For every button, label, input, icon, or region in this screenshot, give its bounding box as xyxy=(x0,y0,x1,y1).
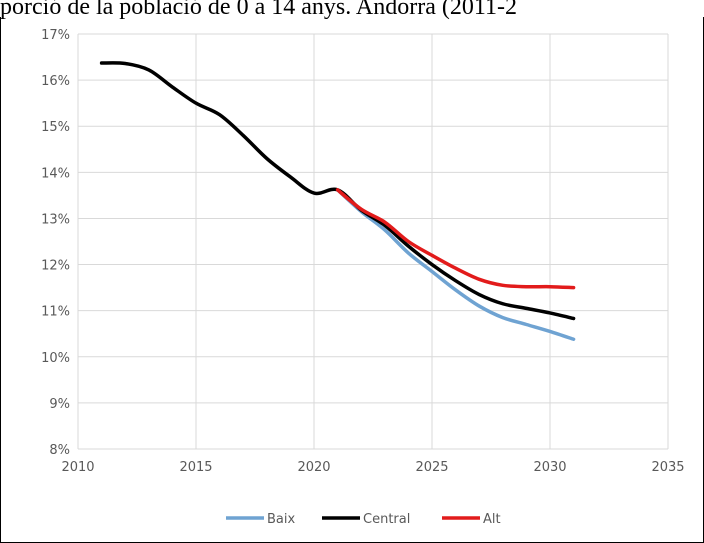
x-tick-label: 2030 xyxy=(533,460,566,475)
legend-label: Central xyxy=(363,512,410,527)
x-tick-label: 2035 xyxy=(651,460,684,475)
legend-label: Alt xyxy=(483,512,501,527)
y-tick-label: 13% xyxy=(41,212,70,227)
x-tick-label: 2010 xyxy=(61,460,94,475)
y-tick-label: 10% xyxy=(41,351,70,366)
series-line-alt xyxy=(335,188,576,290)
legend: Baix Central Alt xyxy=(226,512,501,527)
x-tick-label: 2015 xyxy=(179,460,212,475)
gridlines xyxy=(77,33,669,450)
chart-title: porció de la població de 0 a 14 anys. An… xyxy=(0,0,517,20)
y-tick-label: 12% xyxy=(41,259,70,274)
x-tick-label: 2020 xyxy=(297,460,330,475)
y-tick-label: 11% xyxy=(41,305,70,320)
y-tick-label: 9% xyxy=(49,397,70,412)
y-tick-label: 17% xyxy=(41,28,70,43)
x-axis-ticks: 2010 2015 2020 2025 2030 2035 xyxy=(61,460,684,475)
series-line-baix xyxy=(335,188,576,342)
series-lines xyxy=(99,61,576,342)
y-tick-label: 16% xyxy=(41,74,70,89)
legend-label: Baix xyxy=(267,512,295,527)
y-tick-label: 15% xyxy=(41,120,70,135)
y-tick-label: 14% xyxy=(41,166,70,181)
y-tick-label: 8% xyxy=(49,443,70,458)
x-tick-label: 2025 xyxy=(415,460,448,475)
y-axis-ticks: 8% 9% 10% 11% 12% 13% 14% 15% 16% 17% xyxy=(41,28,70,458)
